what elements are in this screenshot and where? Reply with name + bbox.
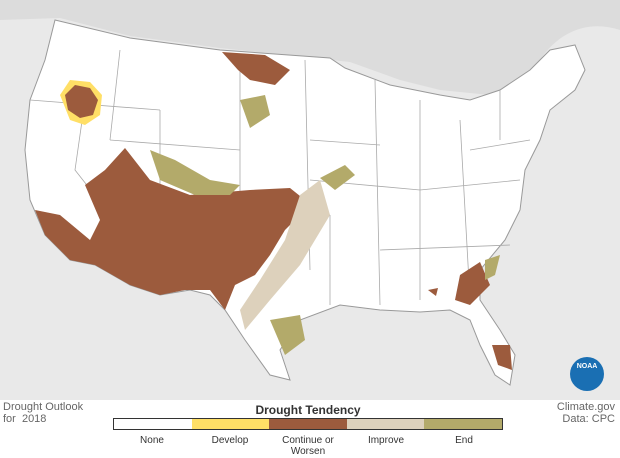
- canada: [0, 0, 620, 95]
- title: Drought Outlook: [3, 401, 84, 413]
- area-improve: [240, 180, 330, 330]
- area-continue: [455, 262, 490, 305]
- legend-label: None: [140, 435, 164, 446]
- legend-swatch: [346, 419, 425, 429]
- area-continue: [222, 52, 290, 85]
- area-end: [270, 315, 305, 355]
- area-end: [320, 165, 355, 190]
- legend-bar: [113, 418, 503, 430]
- area-continue: [35, 148, 305, 310]
- drought-areas: [35, 52, 512, 370]
- legend-swatch: [114, 419, 192, 429]
- area-end: [150, 150, 240, 195]
- legend-label: End: [455, 435, 473, 446]
- noaa-logo: [570, 357, 604, 391]
- area-end: [240, 95, 270, 128]
- legend-label: Develop: [211, 435, 249, 446]
- area-continue: [428, 288, 438, 296]
- legend-swatch: [269, 419, 347, 429]
- legend-label: Improve: [367, 435, 405, 446]
- site: Climate.gov: [556, 401, 615, 413]
- map: NOAA: [0, 0, 620, 400]
- area-continue: [492, 345, 512, 370]
- legend-label: Continue or Worsen: [282, 435, 334, 457]
- legend-swatch: [191, 419, 270, 429]
- area-continue: [65, 85, 98, 118]
- logo-text: NOAA: [577, 363, 598, 370]
- source: Data: CPC: [562, 413, 615, 425]
- area-end: [485, 255, 500, 280]
- legend-title: Drought Tendency: [255, 403, 361, 417]
- legend-labels: None Develop Continue or Worsen Improve End: [113, 435, 503, 457]
- legend-swatch: [424, 419, 502, 429]
- subtitle: for 2018: [3, 413, 47, 425]
